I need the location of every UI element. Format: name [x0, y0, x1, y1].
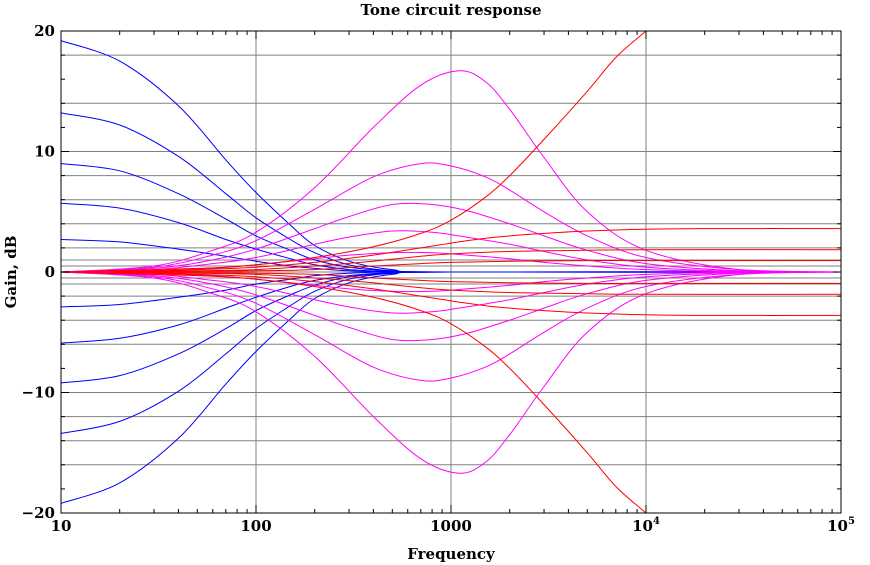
x-tick-label-0: 10: [51, 517, 72, 535]
y-tick-label-4: −20: [22, 504, 55, 522]
treble-curve-22: [60, 249, 842, 273]
mid-curve-19: [60, 271, 842, 474]
mid-curve-12: [60, 202, 842, 273]
plot-lines: [60, 30, 842, 514]
mid-curve-10: [60, 70, 842, 273]
y-tick-label-2: 0: [45, 263, 55, 281]
x-axis-label: Frequency: [407, 545, 496, 563]
treble-curve-20: [60, 30, 647, 273]
mid-curve-15: [60, 271, 842, 293]
mid-curve-16: [60, 271, 842, 314]
axis-ticks: [60, 30, 841, 514]
x-tick-label-3: 104: [632, 516, 660, 535]
treble-curve-21: [60, 228, 842, 273]
treble-curve-24: [60, 271, 841, 284]
x-tick-label-1: 100: [240, 517, 271, 535]
treble-curve-25: [60, 271, 842, 295]
x-tick-label-2: 1000: [430, 517, 472, 535]
y-tick-label-0: 20: [34, 22, 55, 40]
y-tick-label-1: 10: [34, 143, 55, 161]
treble-curve-27: [60, 271, 647, 514]
mid-curve-18: [60, 271, 842, 382]
bass-curve-9: [60, 271, 842, 504]
mid-curve-11: [60, 162, 842, 273]
mid-curve-14: [60, 251, 842, 273]
y-axis-label: Gain, dB: [2, 236, 20, 309]
x-tick-label-4: 105: [827, 516, 855, 535]
y-tick-label-3: −10: [22, 384, 55, 402]
mid-curve-17: [60, 271, 842, 342]
treble-curve-26: [60, 271, 842, 316]
chart-title: Tone circuit response: [360, 1, 541, 19]
mid-curve-13: [60, 230, 842, 273]
treble-curve-23: [60, 260, 841, 273]
